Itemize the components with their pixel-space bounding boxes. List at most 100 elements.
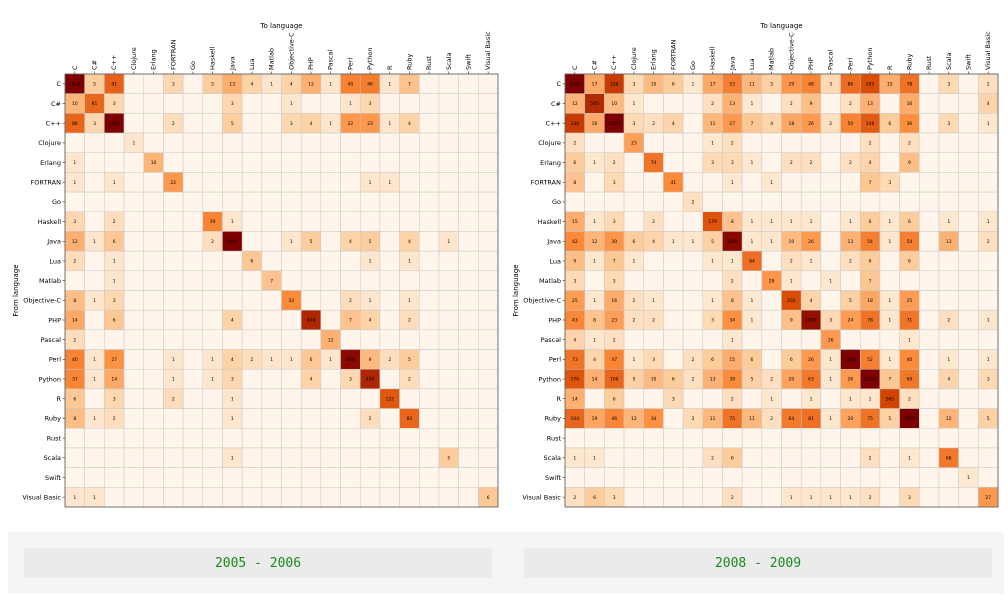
cell-value-label: 16 [592,121,598,127]
heatmap-cell [800,191,822,213]
heatmap-cell [663,250,684,272]
cell-value-label: 2 [388,357,391,363]
heatmap-cell [261,428,282,449]
heatmap-cell [123,191,144,213]
cell-value-label: 1 [987,318,990,324]
heatmap-cell [682,290,704,311]
heatmap-cell [261,388,282,409]
cell-value-label: 1 [849,495,852,501]
heatmap-cell [202,152,223,173]
heatmap-cell [163,447,184,468]
heatmap-cell [458,388,479,409]
cell-value-label: 7 [270,278,273,284]
heatmap-cell [761,487,782,508]
cell-value-label: 1 [691,81,694,87]
heatmap-cell [261,408,282,429]
heatmap-cell [623,152,644,173]
heatmap-cell [643,132,664,153]
heatmap-cell [182,73,204,94]
x-tick-label: Perl [346,58,354,70]
heatmap-cell [379,152,400,173]
heatmap-cell [202,447,223,468]
heatmap-cell [300,388,322,409]
heatmap-cell [584,388,605,409]
heatmap-cell [359,132,381,153]
cell-value-label: 106 [610,377,619,383]
heatmap-cell [399,132,420,153]
heatmap-cell [840,172,861,193]
heatmap-cell [761,250,782,272]
cell-value-label: 2 [573,140,576,146]
heatmap-cell [222,152,243,173]
heatmap-cell [340,487,361,508]
y-tick-label: Swift [545,474,561,482]
heatmap-cell [663,93,684,114]
heatmap-cell [958,408,979,429]
cell-value-label: 15 [729,357,735,363]
cell-value-label: 6 [487,495,490,501]
heatmap-cell [64,191,85,213]
cell-value-label: 2 [711,101,714,107]
heatmap-cell [663,447,684,468]
y-tick-label: PHP [548,316,561,324]
cell-value-label: 8 [731,298,734,304]
heatmap-cell [123,172,144,193]
y-tick-label: Rust [47,434,62,442]
heatmap-cell [419,132,440,153]
cell-value-label: 9 [908,160,911,166]
caption-2008-2009: 2008 - 2009 [524,548,992,578]
heatmap-cell [978,290,999,311]
heatmap-cell [379,211,400,232]
heatmap-cell [919,447,940,468]
cell-value-label: 1 [947,357,950,363]
cell-value-label: 46 [367,81,373,87]
x-tick-label: Go [189,61,197,70]
heatmap-cell [320,172,341,193]
heatmap-cell [938,428,959,449]
heatmap-cell [978,152,999,173]
cell-value-label: 12 [946,416,952,422]
heatmap-cell [419,388,440,409]
heatmap-cell [879,191,900,213]
cell-value-label: 69 [907,377,913,383]
heatmap-cell [241,487,263,508]
cell-value-label: 11 [749,416,755,422]
heatmap-cell [899,270,920,291]
x-tick-label: Clojure [130,47,138,70]
y-tick-label: Pascal [541,336,562,344]
x-tick-label: C [571,65,579,70]
cell-value-label: 2 [369,416,372,422]
heatmap-cell [702,329,723,350]
heatmap-cell [261,172,282,193]
heatmap-cell [359,211,381,232]
heatmap-cell [919,388,940,409]
heatmap-cell [958,113,979,134]
cell-value-label: 4 [573,337,576,343]
heatmap-cell [202,172,223,193]
heatmap-cell [604,191,625,213]
y-tick-label: Scala [544,454,561,462]
cell-value-label: 1 [388,180,391,186]
cell-value-label: 78 [867,318,873,324]
cell-value-label: 15 [887,81,893,87]
cell-value-label: 338 [610,81,619,87]
heatmap-cell [340,447,361,468]
cell-value-label: 265 [885,396,894,402]
heatmap-cell [419,487,440,508]
cell-value-label: 3 [172,81,175,87]
cell-value-label: 6 [310,357,313,363]
cell-value-label: 10 [611,101,617,107]
heatmap-cell [438,250,459,272]
cell-value-label: 13 [229,81,235,87]
heatmap-cell [419,349,440,370]
cell-value-label: 32 [288,298,294,304]
heatmap-cell [261,368,282,390]
heatmap-cell [300,191,322,213]
cell-value-label: 1 [73,160,76,166]
x-tick-label: Haskell [709,46,717,70]
cell-value-label: 47 [611,357,617,363]
heatmap-cell [123,408,144,429]
heatmap-cell [958,309,979,331]
cell-value-label: 37 [72,377,78,383]
cell-value-label: 50 [848,121,854,127]
